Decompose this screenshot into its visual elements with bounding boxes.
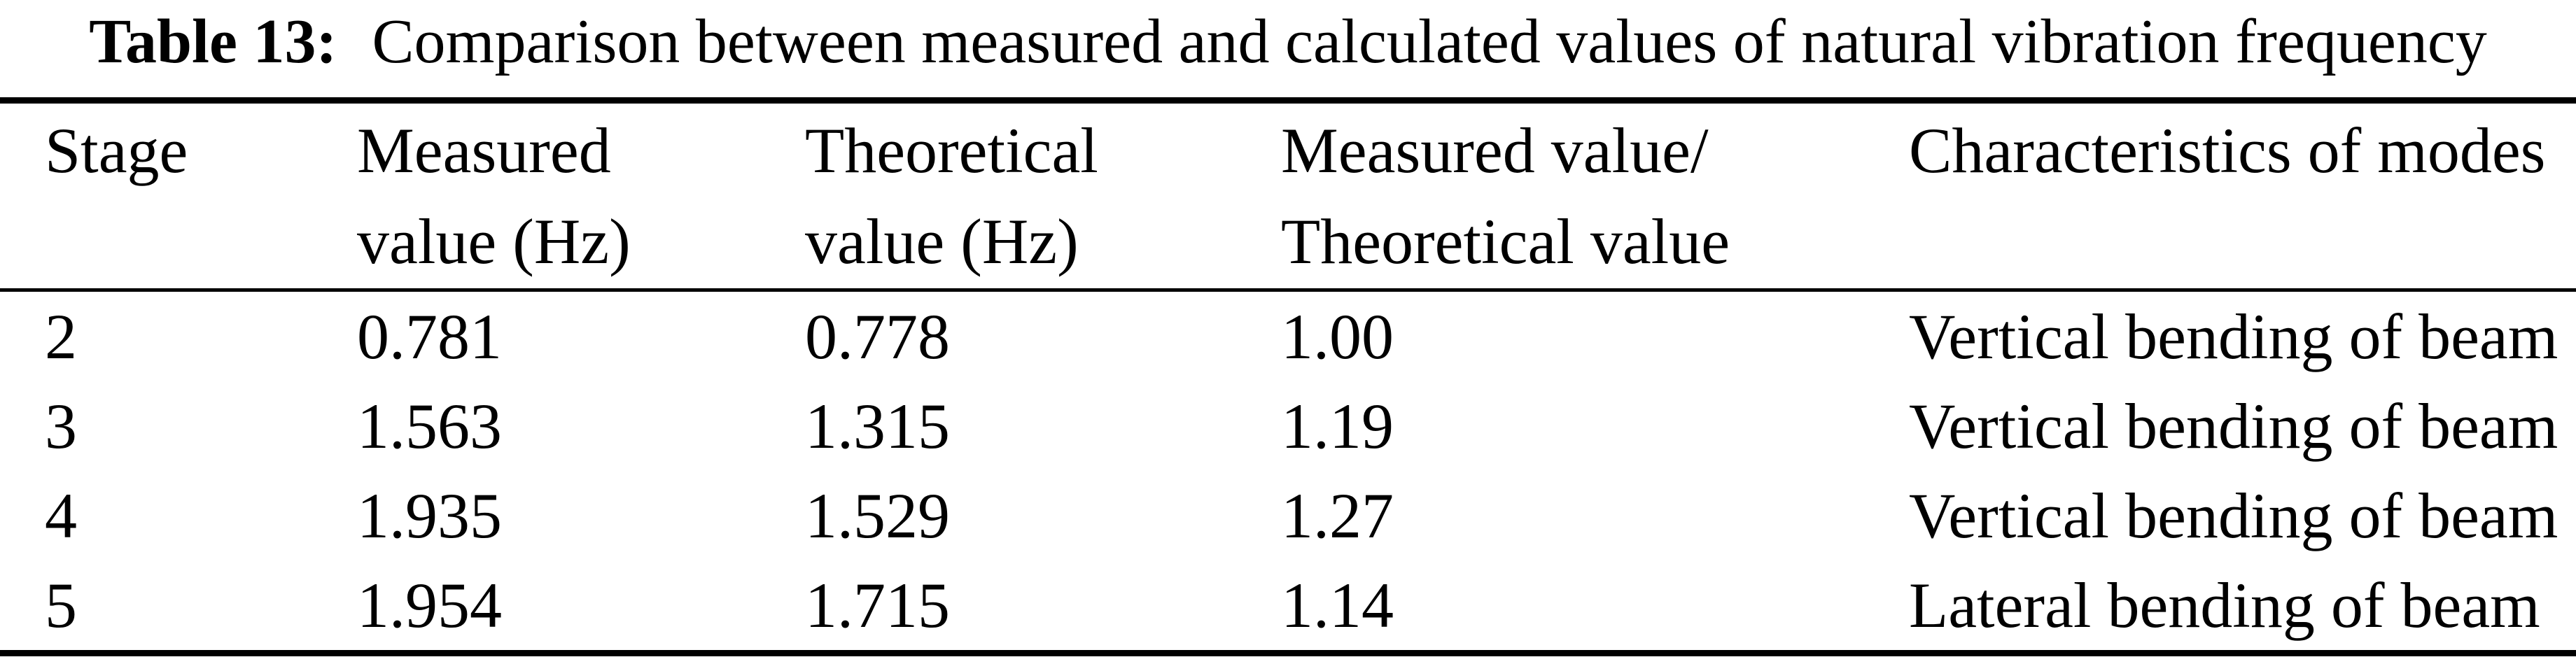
cell-theoretical: 1.529 [805, 480, 950, 551]
header-measured-line1: Measured [357, 115, 611, 186]
header-ratio: Measured value/ Theoretical value [1281, 105, 1909, 287]
table-caption-text: Comparison between measured and calculat… [372, 7, 2487, 76]
cell-theoretical: 0.778 [805, 301, 950, 372]
header-mode-characteristics: Characteristics of modes [1909, 105, 2576, 287]
cell-mode: Vertical bending of beam [1909, 301, 2558, 372]
cell-ratio: 1.19 [1281, 390, 1394, 462]
header-ratio-line1: Measured value/ [1281, 115, 1709, 186]
header-theoretical-value: Theoretical value (Hz) [805, 105, 1281, 287]
header-measured-line2: value (Hz) [357, 206, 631, 277]
cell-mode: Vertical bending of beam [1909, 390, 2558, 462]
table-number-label: Table 13: [89, 7, 337, 76]
cell-measured: 1.935 [357, 480, 502, 551]
header-measured-value: Measured value (Hz) [357, 105, 805, 287]
cell-ratio: 1.00 [1281, 301, 1394, 372]
table-caption: Table 13: Comparison between measured and… [0, 3, 2576, 81]
table-header-row: Stage Measured value (Hz) Theoretical va… [0, 104, 2576, 292]
cell-stage: 5 [45, 570, 77, 641]
cell-measured: 1.563 [357, 390, 502, 462]
cell-mode: Lateral bending of beam [1909, 570, 2540, 641]
header-mode-line1: Characteristics of modes [1909, 115, 2546, 186]
cell-stage: 3 [45, 390, 77, 462]
header-theoretical-line1: Theoretical [805, 115, 1098, 186]
header-stage-line1: Stage [45, 115, 188, 186]
cell-ratio: 1.14 [1281, 570, 1394, 641]
cell-measured: 0.781 [357, 301, 502, 372]
table-row: 4 1.935 1.529 1.27 Vertical bending of b… [0, 471, 2576, 560]
comparison-table: Stage Measured value (Hz) Theoretical va… [0, 97, 2576, 656]
table-row: 5 1.954 1.715 1.14 Lateral bending of be… [0, 560, 2576, 650]
cell-theoretical: 1.315 [805, 390, 950, 462]
cell-stage: 4 [45, 480, 77, 551]
table-row: 2 0.781 0.778 1.00 Vertical bending of b… [0, 292, 2576, 381]
cell-ratio: 1.27 [1281, 480, 1394, 551]
header-ratio-line2: Theoretical value [1281, 206, 1730, 277]
cell-stage: 2 [45, 301, 77, 372]
header-theoretical-line2: value (Hz) [805, 206, 1079, 277]
cell-mode: Vertical bending of beam [1909, 480, 2558, 551]
cell-theoretical: 1.715 [805, 570, 950, 641]
cell-measured: 1.954 [357, 570, 502, 641]
table-row: 3 1.563 1.315 1.19 Vertical bending of b… [0, 381, 2576, 471]
header-stage: Stage [0, 105, 357, 287]
